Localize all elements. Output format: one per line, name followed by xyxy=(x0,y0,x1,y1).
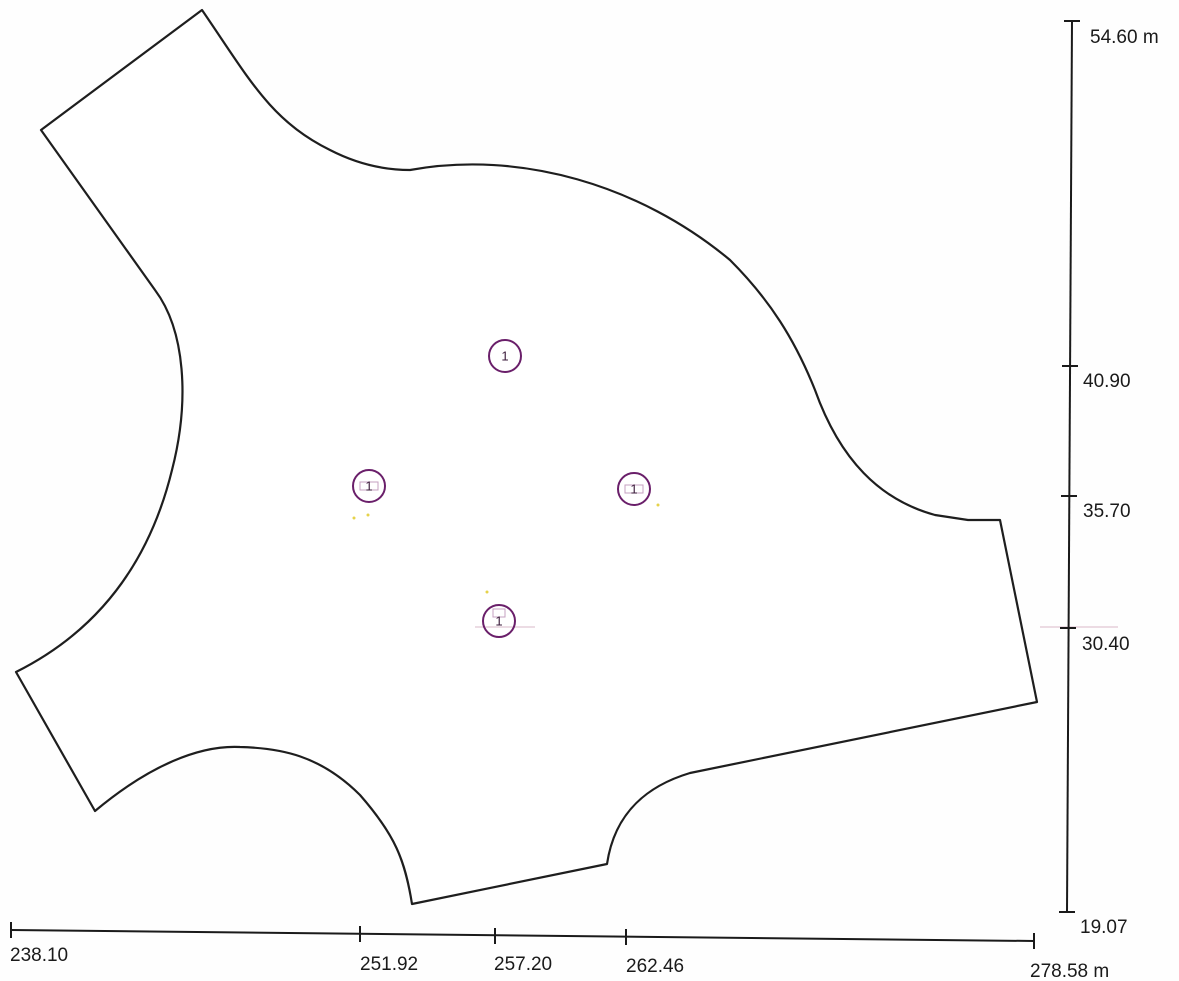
x-dimension-axis: 238.10 251.92 257.20 262.46 278.58 m xyxy=(10,922,1109,981)
aim-point-marker xyxy=(366,513,370,517)
y-tick-label: 54.60 m xyxy=(1090,27,1159,48)
luminaire-ring xyxy=(482,604,516,638)
aim-point-marker xyxy=(656,503,660,507)
x-tick-label: 251.92 xyxy=(360,954,418,975)
x-tick-label: 238.10 xyxy=(10,945,68,966)
luminaire-fixture-icon xyxy=(492,608,506,618)
luminaire-fixture-icon xyxy=(359,481,379,491)
luminaire-marker: 1 xyxy=(617,472,660,507)
y-axis-line xyxy=(1066,20,1073,913)
y-tick-label: 30.40 xyxy=(1082,634,1130,655)
luminaire-label: 1 xyxy=(501,349,508,364)
aim-point-marker xyxy=(352,516,356,520)
luminaire-ring xyxy=(352,469,386,503)
area-outline xyxy=(14,8,1039,906)
luminaire-marker: 1 xyxy=(488,339,522,373)
aim-point-marker xyxy=(485,590,489,594)
luminaire-label: 1 xyxy=(365,479,372,494)
x-axis-line xyxy=(10,929,1035,942)
y-tick-label: 40.90 xyxy=(1083,371,1131,392)
luminaire-label: 1 xyxy=(630,482,637,497)
y-dimension-axis: 54.60 m 40.90 35.70 30.40 19.07 xyxy=(1059,20,1159,938)
luminaire-fixture-icon xyxy=(624,484,644,494)
luminaire-ring xyxy=(617,472,651,506)
x-tick-label: 262.46 xyxy=(626,956,684,977)
x-tick-label: 278.58 m xyxy=(1030,961,1109,981)
x-tick-label: 257.20 xyxy=(494,954,552,975)
luminaire-marker: 1 xyxy=(482,590,516,638)
y-tick-label: 19.07 xyxy=(1080,917,1128,938)
luminaire-marker: 1 xyxy=(352,469,386,520)
y-tick-label: 35.70 xyxy=(1083,501,1131,522)
luminaire-ring xyxy=(488,339,522,373)
luminaire-label: 1 xyxy=(495,614,502,629)
